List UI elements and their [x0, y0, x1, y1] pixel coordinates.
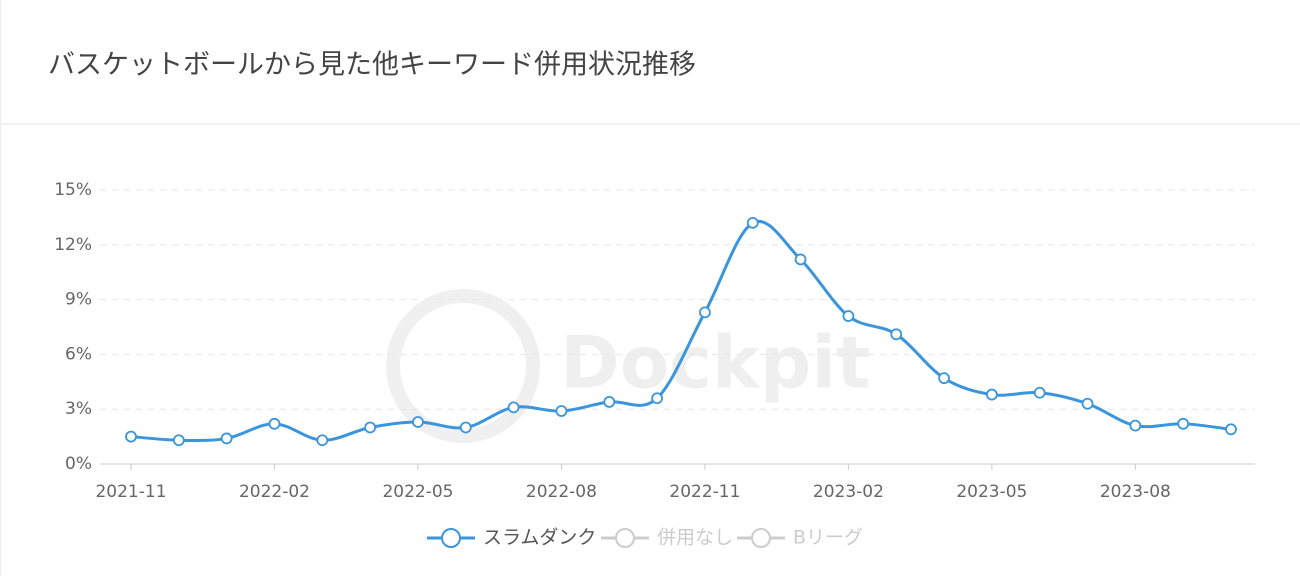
- data-point: [890, 328, 903, 341]
- chart-title: バスケットボールから見た他キーワード併用状況推移: [48, 50, 696, 81]
- y-tick-label: 0%: [65, 454, 92, 474]
- data-point: [603, 395, 616, 408]
- data-point: [220, 432, 233, 445]
- x-tick-label: 2022-11: [669, 482, 740, 502]
- legend-label: 併用なし: [657, 527, 733, 549]
- watermark: Dockpit: [560, 321, 870, 405]
- legend-label: Bリーグ: [793, 527, 863, 549]
- legend-marker: [751, 528, 771, 548]
- x-tick-label: 2022-08: [526, 482, 597, 502]
- legend-item[interactable]: 併用なし: [601, 527, 733, 549]
- data-point: [459, 421, 472, 434]
- data-point: [555, 405, 568, 417]
- data-point: [1033, 386, 1046, 399]
- data-point: [172, 434, 185, 447]
- x-tick-label: 2023-08: [1100, 482, 1171, 502]
- x-tick-label: 2023-05: [956, 482, 1027, 502]
- data-point: [985, 388, 998, 401]
- watermark-logo: [386, 289, 540, 443]
- data-point: [507, 401, 520, 414]
- legend-marker: [615, 528, 635, 548]
- data-point: [1081, 397, 1094, 410]
- data-point: [699, 306, 711, 319]
- data-point: [651, 392, 663, 405]
- x-tick-label: 2022-05: [382, 482, 453, 502]
- y-tick-label: 6%: [65, 344, 92, 364]
- x-tick-label: 2023-02: [813, 482, 884, 502]
- data-point: [842, 310, 855, 322]
- y-tick-label: 3%: [65, 399, 92, 419]
- data-point: [268, 417, 281, 430]
- watermark-group: Dockpit: [386, 289, 870, 443]
- data-point: [412, 416, 424, 428]
- data-point: [364, 421, 377, 434]
- data-point: [746, 216, 759, 229]
- y-tick-label: 12%: [54, 235, 92, 255]
- data-point: [316, 434, 329, 447]
- y-tick-label: 9%: [65, 290, 92, 310]
- data-point: [938, 372, 950, 385]
- data-point: [125, 430, 137, 443]
- data-point: [1177, 417, 1190, 430]
- x-tick-label: 2021-11: [95, 482, 166, 502]
- legend-label: スラムダンク: [483, 527, 596, 549]
- data-point: [794, 253, 807, 266]
- x-tick-label: 2022-02: [239, 482, 310, 502]
- legend-marker: [441, 528, 461, 548]
- legend-item[interactable]: スラムダンク: [427, 527, 596, 549]
- data-point: [1225, 423, 1237, 436]
- legend-item[interactable]: Bリーグ: [737, 527, 863, 549]
- y-tick-label: 15%: [54, 180, 92, 200]
- data-point: [1129, 419, 1142, 432]
